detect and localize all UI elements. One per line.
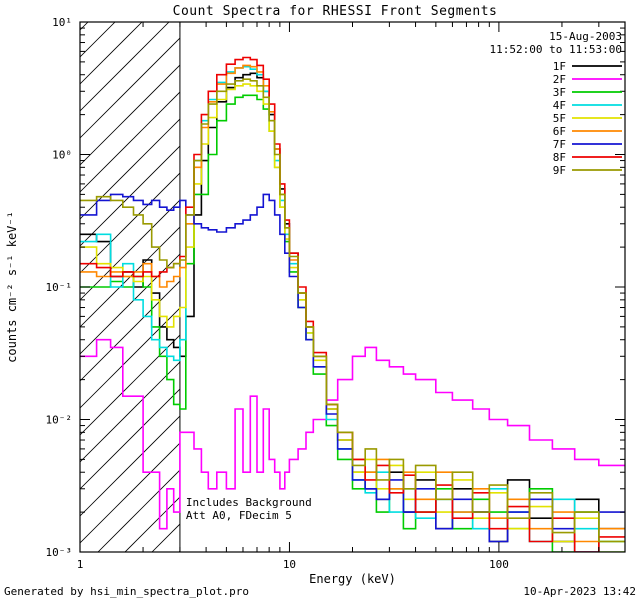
legend-label-7F: 7F xyxy=(553,138,566,151)
y-tick-label: 10⁻³ xyxy=(46,546,73,559)
legend-label-4F: 4F xyxy=(553,99,566,112)
legend-label-5F: 5F xyxy=(553,112,566,125)
legend-label-2F: 2F xyxy=(553,73,566,86)
x-tick-label: 10 xyxy=(283,558,296,571)
note-attenuator: Att A0, FDecim 5 xyxy=(186,509,292,522)
x-axis-label: Energy (keV) xyxy=(309,572,396,586)
legend-label-8F: 8F xyxy=(553,151,566,164)
y-tick-label: 10¹ xyxy=(52,16,72,29)
generator-credit: Generated by hsi_min_spectra_plot.pro xyxy=(4,585,250,598)
y-tick-label: 10⁻² xyxy=(46,414,73,427)
legend-label-1F: 1F xyxy=(553,60,566,73)
legend-date: 15-Aug-2003 xyxy=(549,30,622,43)
plot-title: Count Spectra for RHESSI Front Segments xyxy=(172,4,498,19)
x-tick-label: 100 xyxy=(489,558,509,571)
note-includes-background: Includes Background xyxy=(186,496,312,509)
x-tick-label: 1 xyxy=(77,558,84,571)
generation-timestamp: 10-Apr-2023 13:42 xyxy=(523,585,636,598)
series-line-9F xyxy=(80,78,625,543)
legend-label-3F: 3F xyxy=(553,86,566,99)
legend-label-6F: 6F xyxy=(553,125,566,138)
spectra-series-group xyxy=(80,56,625,552)
legend-time-range: 11:52:00 to 11:53:00 xyxy=(490,43,622,56)
y-tick-label: 10⁰ xyxy=(52,149,72,162)
series-line-2F xyxy=(80,338,625,530)
y-axis-label: counts cm⁻² s⁻¹ keV⁻¹ xyxy=(5,211,19,363)
legend-label-9F: 9F xyxy=(553,164,566,177)
series-line-8F xyxy=(80,56,625,552)
y-tick-label: 10⁻¹ xyxy=(46,281,73,294)
